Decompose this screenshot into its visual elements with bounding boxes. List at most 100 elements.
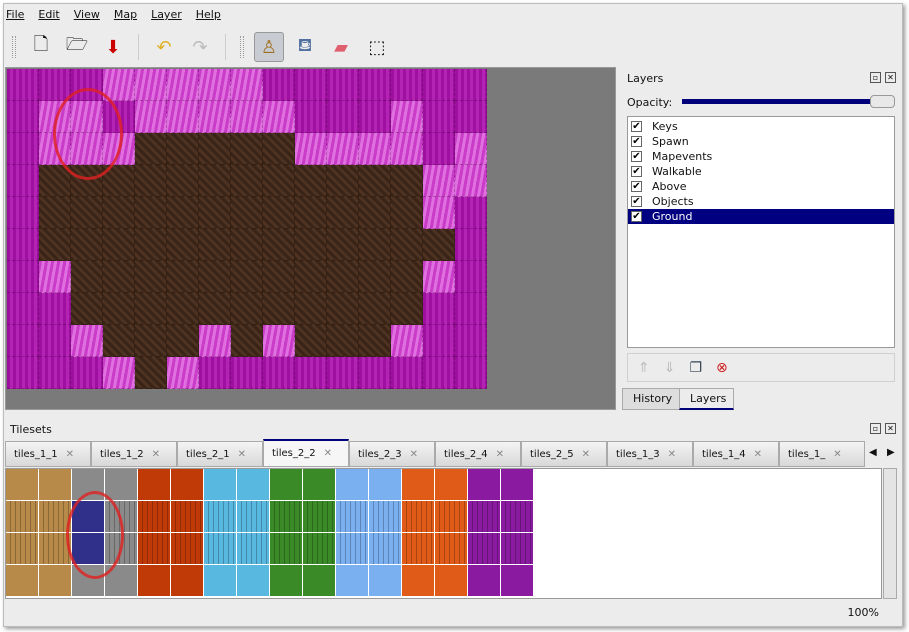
map-tile[interactable] <box>199 229 231 261</box>
map-tile[interactable] <box>199 197 231 229</box>
tileset-tile[interactable] <box>6 565 39 597</box>
map-tile[interactable] <box>103 229 135 261</box>
close-tab-icon[interactable]: ✕ <box>581 448 590 460</box>
map-tile[interactable] <box>231 197 263 229</box>
map-tile[interactable] <box>7 197 39 229</box>
menu-map[interactable]: Map <box>113 8 138 21</box>
map-tile[interactable] <box>135 293 167 325</box>
map-tile[interactable] <box>231 261 263 293</box>
opacity-slider-handle[interactable] <box>870 95 895 108</box>
map-tile[interactable] <box>391 357 423 389</box>
eraser-icon[interactable]: ▰ <box>334 36 348 58</box>
map-tile[interactable] <box>263 101 295 133</box>
tileset-tile[interactable] <box>402 501 435 533</box>
map-tile[interactable] <box>231 293 263 325</box>
tileset-tile[interactable] <box>468 501 501 533</box>
tileset-tile[interactable] <box>6 501 39 533</box>
map-tile[interactable] <box>199 165 231 197</box>
visibility-checkbox[interactable]: ✔ <box>631 151 642 162</box>
map-tile[interactable] <box>199 293 231 325</box>
map-tile[interactable] <box>391 101 423 133</box>
map-tile[interactable] <box>455 101 487 133</box>
map-tile[interactable] <box>359 325 391 357</box>
redo-icon[interactable]: ↷ <box>192 36 208 58</box>
layer-item[interactable]: ✔ Spawn <box>628 134 894 149</box>
close-tab-icon[interactable]: ✕ <box>409 448 418 460</box>
tileset-tile[interactable] <box>105 565 138 597</box>
visibility-checkbox[interactable]: ✔ <box>631 211 642 222</box>
map-tile[interactable] <box>71 293 103 325</box>
map-tile[interactable] <box>455 325 487 357</box>
map-tile[interactable] <box>231 229 263 261</box>
map-tile[interactable] <box>231 165 263 197</box>
tileset-tile[interactable] <box>501 565 534 597</box>
map-tile[interactable] <box>423 133 455 165</box>
tileset-tile[interactable] <box>402 533 435 565</box>
map-tile[interactable] <box>263 325 295 357</box>
map-tile[interactable] <box>295 165 327 197</box>
map-tile[interactable] <box>135 133 167 165</box>
map-tile[interactable] <box>423 261 455 293</box>
map-tile[interactable] <box>295 229 327 261</box>
close-icon[interactable]: ✕ <box>885 72 896 83</box>
map-tile[interactable] <box>423 325 455 357</box>
map-tile[interactable] <box>455 293 487 325</box>
tileset-tile[interactable] <box>204 501 237 533</box>
map-tile[interactable] <box>167 101 199 133</box>
map-tile[interactable] <box>423 229 455 261</box>
layer-item[interactable]: ✔ Walkable <box>628 164 894 179</box>
map-tile[interactable] <box>423 293 455 325</box>
map-tile[interactable] <box>455 165 487 197</box>
tileset-tile[interactable] <box>237 533 270 565</box>
map-tile[interactable] <box>295 197 327 229</box>
float-icon[interactable]: ▫ <box>870 423 881 434</box>
map-tile[interactable] <box>263 133 295 165</box>
tileset-tile[interactable] <box>369 533 402 565</box>
map-tile[interactable] <box>71 261 103 293</box>
map-tile[interactable] <box>359 101 391 133</box>
close-tab-icon[interactable]: ✕ <box>833 448 842 460</box>
tileset-tile[interactable] <box>237 565 270 597</box>
map-tile[interactable] <box>391 133 423 165</box>
tileset-tile[interactable] <box>468 565 501 597</box>
map-tile[interactable] <box>7 165 39 197</box>
tileset-tile[interactable] <box>435 533 468 565</box>
stamp-brush-icon[interactable]: ♙ <box>254 32 284 62</box>
map-tile[interactable] <box>135 101 167 133</box>
close-tab-icon[interactable]: ✕ <box>667 448 676 460</box>
tileset-tile[interactable] <box>270 565 303 597</box>
map-tile[interactable] <box>327 229 359 261</box>
map-tile[interactable] <box>455 69 487 101</box>
map-tile[interactable] <box>231 357 263 389</box>
map-tile[interactable] <box>199 357 231 389</box>
map-tile[interactable] <box>231 133 263 165</box>
tileset-tab[interactable]: tiles_1_2 ✕ <box>91 441 177 467</box>
map-tile[interactable] <box>359 261 391 293</box>
close-tab-icon[interactable]: ✕ <box>65 448 74 460</box>
map-tile[interactable] <box>39 293 71 325</box>
tileset-tile[interactable] <box>138 469 171 501</box>
map-tile[interactable] <box>327 293 359 325</box>
map-tile[interactable] <box>199 133 231 165</box>
tileset-tile[interactable] <box>369 565 402 597</box>
undo-icon[interactable]: ↶ <box>156 36 172 58</box>
menu-help[interactable]: Help <box>195 8 221 21</box>
map-tile[interactable] <box>7 293 39 325</box>
tileset-tile[interactable] <box>39 565 72 597</box>
tileset-tile[interactable] <box>303 501 336 533</box>
map-tile[interactable] <box>359 197 391 229</box>
lower-layer-icon[interactable]: ⇓ <box>663 359 676 376</box>
close-tab-icon[interactable]: ✕ <box>237 448 246 460</box>
map-tile[interactable] <box>103 357 135 389</box>
tileset-tile[interactable] <box>270 501 303 533</box>
map-tile[interactable] <box>135 165 167 197</box>
map-tile[interactable] <box>455 357 487 389</box>
map-tile[interactable] <box>39 261 71 293</box>
map-tile[interactable] <box>167 293 199 325</box>
map-tile[interactable] <box>199 261 231 293</box>
tileset-tab[interactable]: tiles_1_ ✕ <box>779 441 865 467</box>
tileset-tile[interactable] <box>204 533 237 565</box>
menu-file[interactable]: File <box>6 8 25 21</box>
tileset-tile[interactable] <box>105 469 138 501</box>
tileset-tile[interactable] <box>237 469 270 501</box>
